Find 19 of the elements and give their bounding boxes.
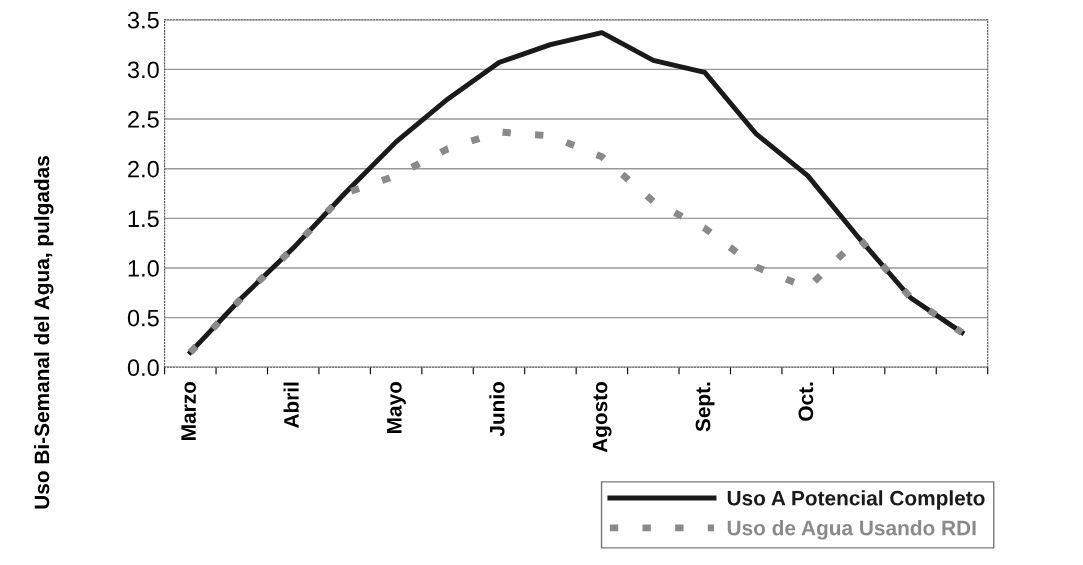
line-series [187, 30, 965, 355]
y-axis-title: Uso Bi-Semanal del Agua, pulgadas [33, 156, 54, 509]
y-tick-label: 2.0 [128, 160, 159, 178]
x-tick-label: Sept. [695, 382, 715, 432]
x-tick-label: Marzo [181, 381, 196, 440]
x-tick-label: Oct. [798, 382, 814, 421]
y-tick-label: 3.0 [127, 61, 159, 79]
text: Uso de Agua Usando RDI [727, 520, 976, 540]
y-tick-label: 1.5 [128, 210, 159, 228]
y-tick-label: 1.0 [128, 260, 159, 277]
y-tick-label: 2.5 [128, 111, 159, 128]
text: Uso A Potencial Completo [727, 490, 985, 510]
y-tick-label: 3.5 [127, 11, 159, 29]
x-tick-label: Agosto [592, 381, 612, 453]
y-tick-label: 0.0 [127, 359, 159, 377]
x-tick-label: Mayo [387, 381, 406, 433]
x-tick-label: Abril [283, 382, 299, 429]
x-tick-label: Junio [489, 381, 505, 437]
y-tick-label: 0.5 [127, 309, 159, 327]
